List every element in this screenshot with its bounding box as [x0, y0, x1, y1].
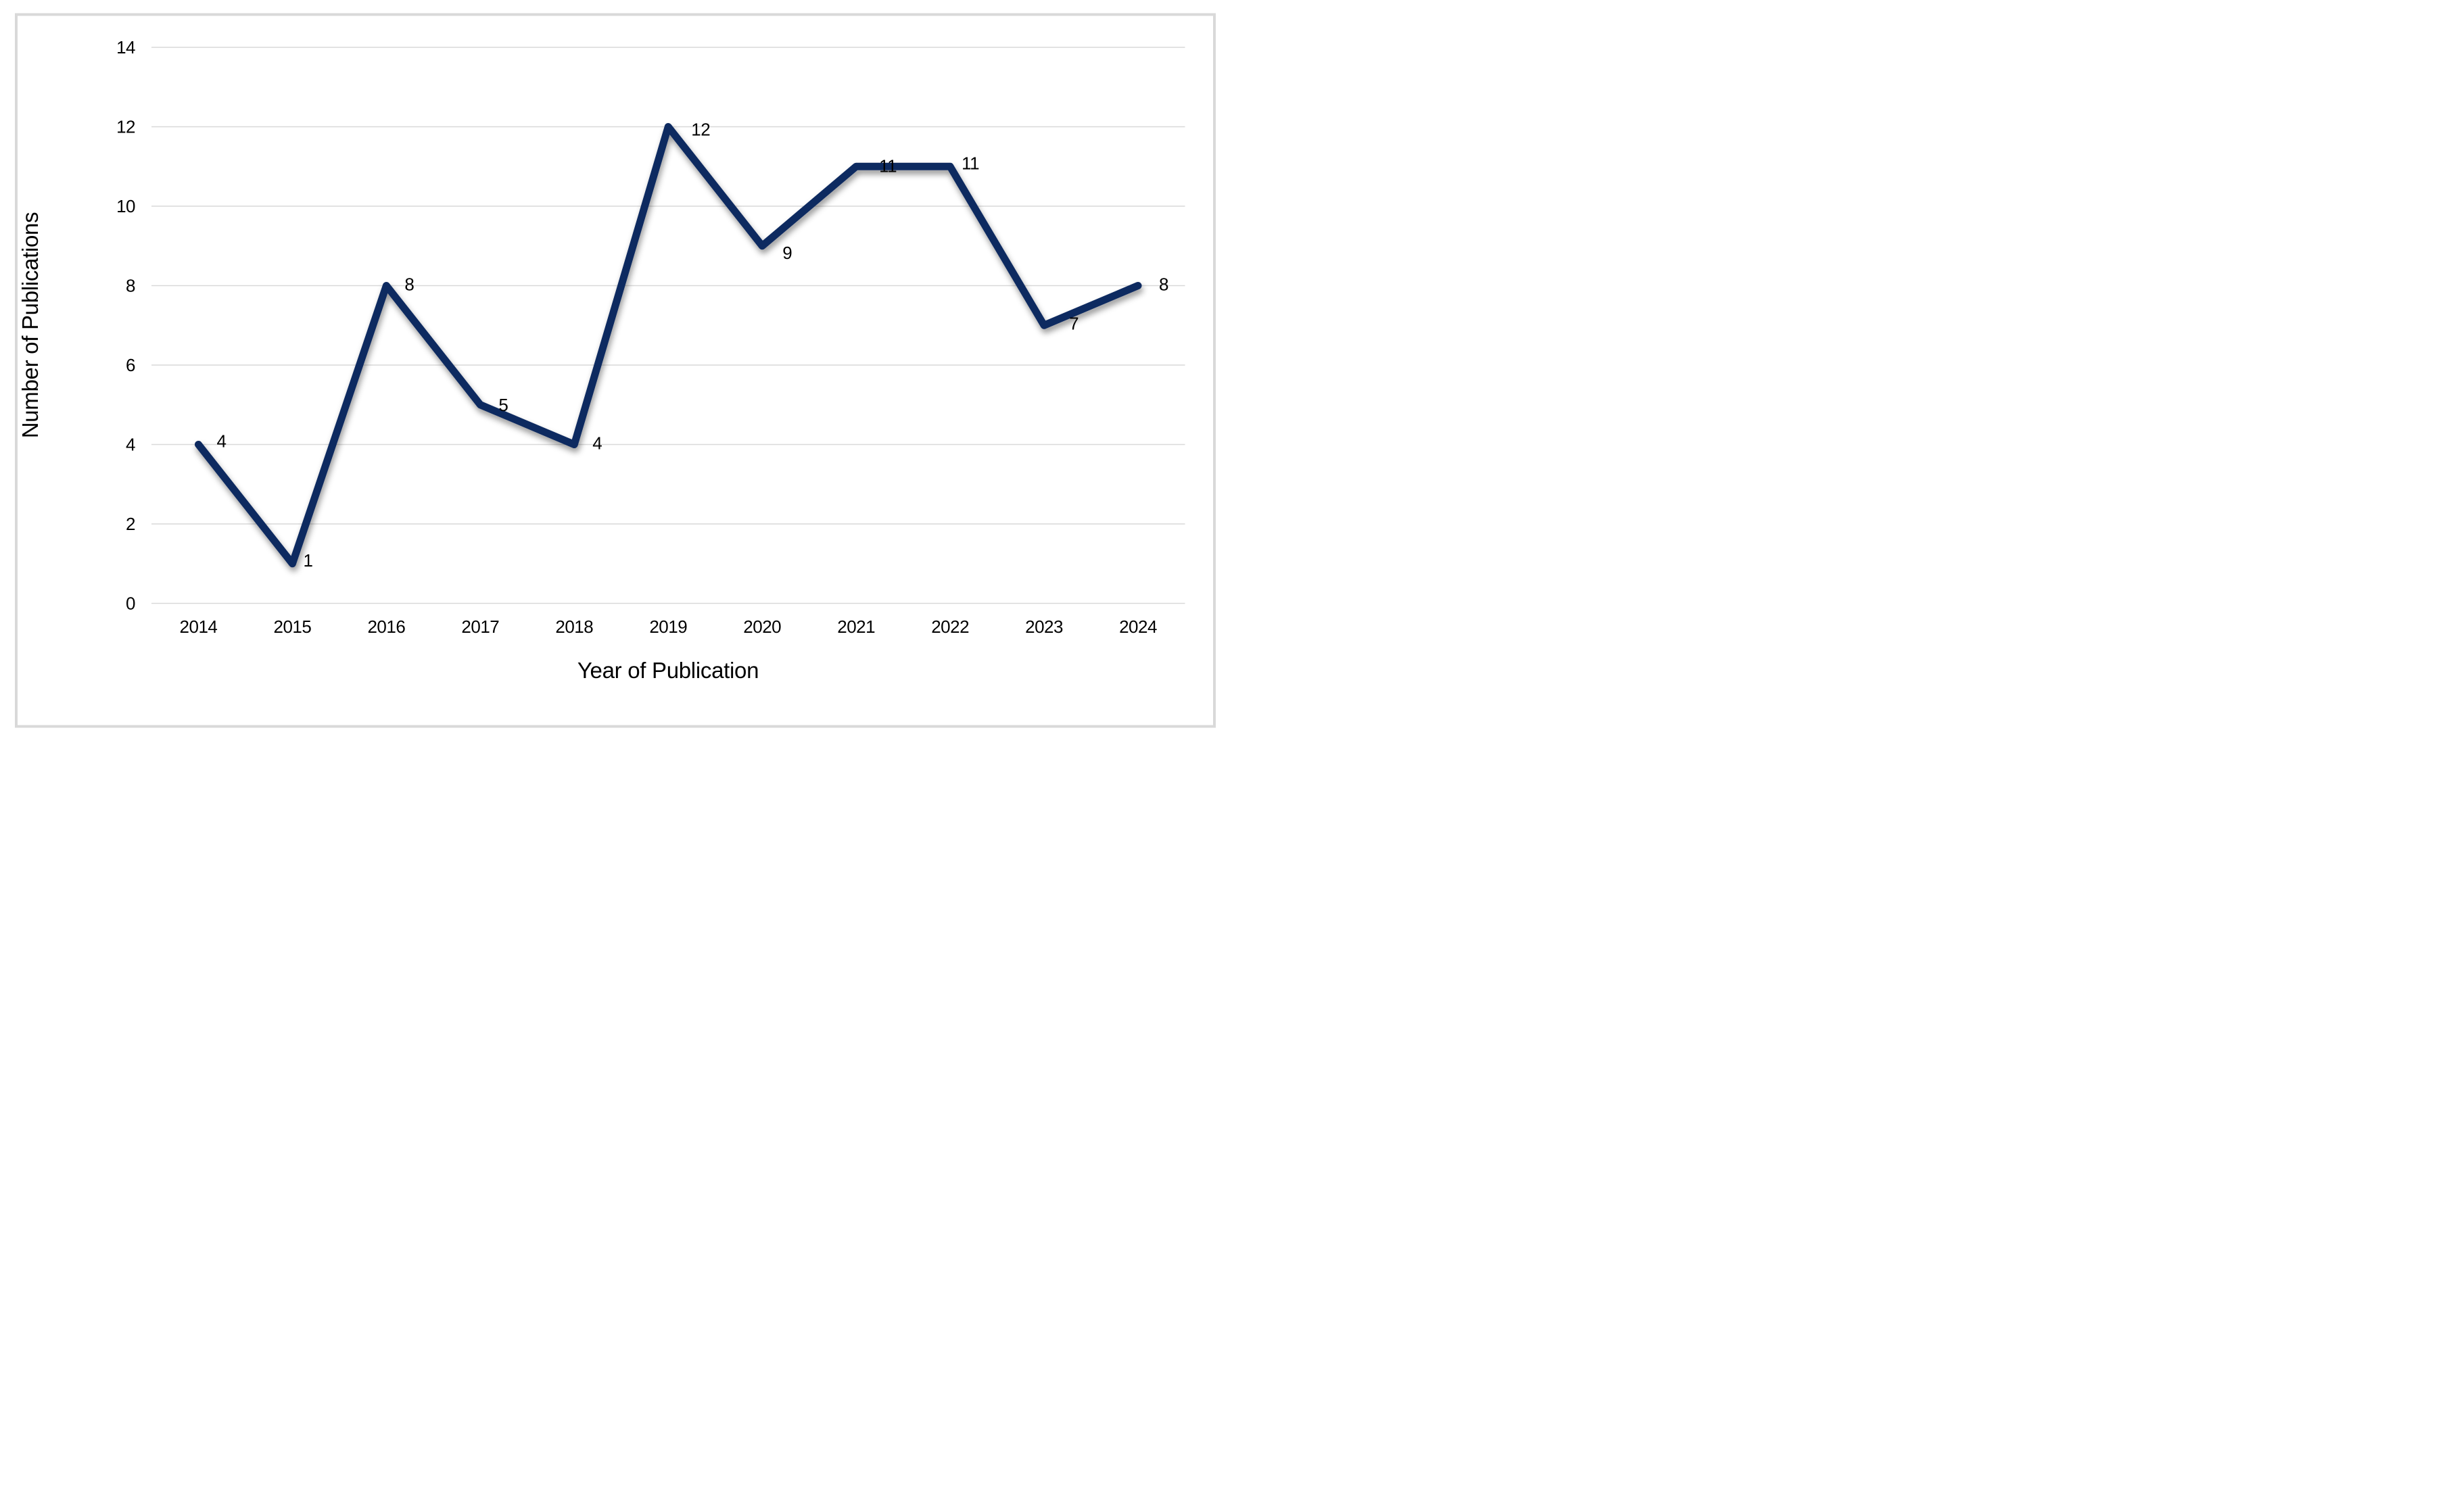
y-tick-label: 2 [126, 514, 135, 534]
y-tick-label: 8 [126, 276, 135, 296]
x-tick-label: 2021 [837, 617, 875, 637]
y-tick-label: 10 [116, 196, 135, 216]
x-tick-label: 2024 [1119, 617, 1157, 637]
data-labels-group: 4 1 8 5 4 12 9 11 11 7 8 [216, 120, 1168, 571]
x-tick-label: 2017 [461, 617, 499, 637]
x-tick-label: 2014 [180, 617, 218, 637]
series-line [194, 123, 1142, 568]
y-tick-label: 4 [126, 435, 135, 455]
y-tick-label: 0 [126, 594, 135, 614]
series-line-group [194, 123, 1142, 568]
y-axis-tick-labels: 0 2 4 6 8 10 12 14 [116, 37, 135, 614]
line-chart-figure: 0 2 4 6 8 10 12 14 2014 2015 2016 2017 2018 2019 2020… [0, 0, 1232, 745]
x-axis-title: Year of Publication [577, 658, 759, 683]
data-label: 4 [216, 431, 226, 452]
y-tick-label: 6 [126, 355, 135, 375]
x-tick-label: 2020 [743, 617, 781, 637]
x-tick-label: 2023 [1025, 617, 1063, 637]
y-axis-title: Number of Publications [18, 212, 43, 439]
data-label: 9 [782, 243, 792, 263]
data-label: 8 [404, 274, 414, 295]
y-tick-label: 12 [116, 117, 135, 137]
x-tick-label: 2015 [274, 617, 312, 637]
chart-frame-border [15, 13, 1216, 728]
y-tick-label: 14 [116, 37, 135, 57]
data-label: 8 [1159, 274, 1168, 295]
data-label: 12 [691, 120, 710, 140]
data-label: 11 [962, 153, 979, 173]
x-tick-label: 2018 [555, 617, 593, 637]
data-label: 4 [592, 433, 602, 454]
x-tick-label: 2022 [931, 617, 969, 637]
data-label: 5 [498, 395, 508, 415]
gridlines-group [151, 47, 1185, 604]
data-label: 11 [879, 155, 897, 176]
x-axis-tick-labels: 2014 2015 2016 2017 2018 2019 2020 2021 2022 2023… [180, 617, 1158, 637]
x-tick-label: 2016 [367, 617, 405, 637]
x-tick-label: 2019 [649, 617, 687, 637]
data-label: 1 [303, 550, 312, 571]
data-label: 7 [1069, 313, 1079, 333]
